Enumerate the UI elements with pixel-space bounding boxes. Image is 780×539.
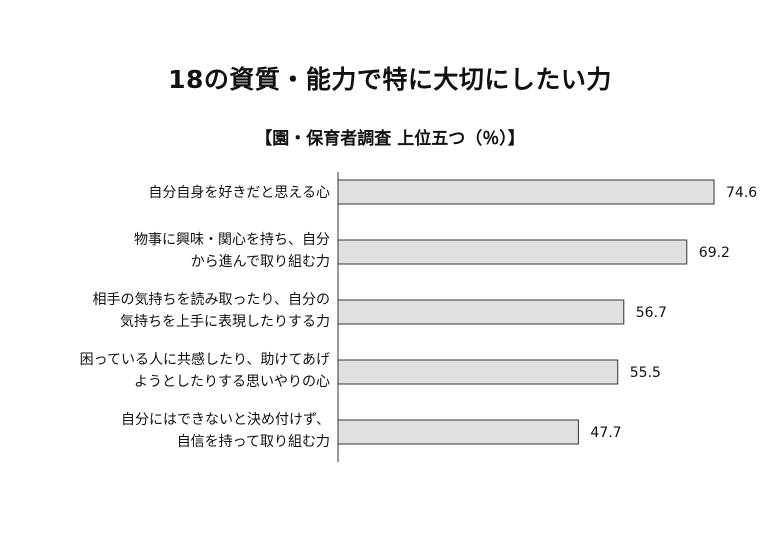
bar-4	[337, 359, 619, 385]
bar-value-label-2: 69.2	[699, 245, 730, 261]
bar-3	[337, 299, 625, 325]
category-label-5-line-2: 自信を持って取り組む力	[177, 434, 330, 450]
bar-2	[337, 239, 688, 265]
bar-value-label-4: 55.5	[630, 365, 661, 381]
category-label-3-line-2: 気持ちを上手に表現したりする力	[120, 314, 330, 330]
category-label-1-line-1: 自分自身を好きだと思える心	[148, 185, 330, 201]
chart-title: 18の資質・能力で特に大切にしたい力	[168, 65, 612, 94]
chart-subtitle: 【園・保育者調査 上位五つ（％）】	[255, 129, 525, 149]
bar-value-label-5: 47.7	[590, 425, 621, 441]
bar-1	[337, 179, 715, 205]
category-label-4-line-1: 困っている人に共感したり、助けてあげ	[80, 351, 330, 368]
bar-value-label-3: 56.7	[636, 305, 667, 321]
category-label-4-line-2: ようとしたりする思いやりの心	[134, 374, 330, 390]
category-label-2-line-2: から進んで取り組む力	[191, 254, 330, 270]
bar-value-label-1: 74.6	[726, 185, 757, 201]
category-label-3-line-1: 相手の気持ちを読み取ったり、自分の	[93, 291, 330, 308]
category-label-2-line-1: 物事に興味・関心を持ち、自分	[134, 232, 330, 248]
bar-5	[337, 419, 579, 445]
category-label-5-line-1: 自分にはできないと決め付けず、	[121, 412, 330, 428]
